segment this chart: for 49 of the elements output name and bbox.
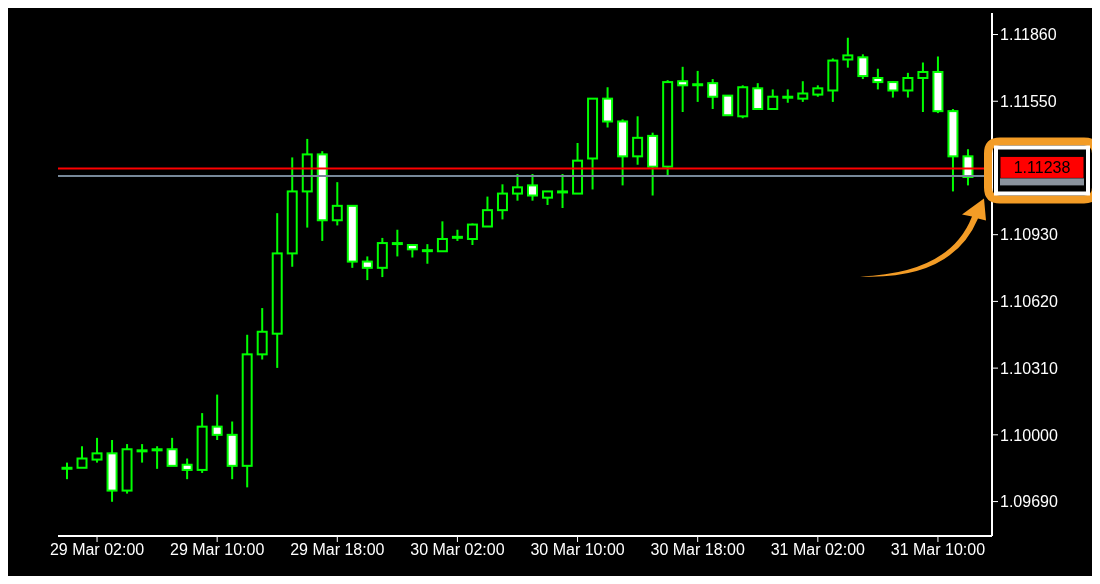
x-tick-label: 31 Mar 02:00 xyxy=(770,541,866,559)
candlestick xyxy=(166,436,178,467)
candlestick xyxy=(481,195,493,228)
x-tick-label: 30 Mar 18:00 xyxy=(650,541,745,559)
candlestick xyxy=(181,457,193,481)
y-tick-label: 1.11550 xyxy=(1000,92,1057,110)
y-tick-label: 1.10930 xyxy=(1000,226,1058,244)
candlestick xyxy=(361,255,373,282)
candlestick xyxy=(842,36,854,69)
y-tick-label: 1.09690 xyxy=(1000,493,1058,511)
x-tick-label: 30 Mar 02:00 xyxy=(410,541,505,559)
candlestick xyxy=(256,307,268,361)
x-tick-label: 29 Mar 10:00 xyxy=(170,541,265,559)
x-tick-label: 29 Mar 02:00 xyxy=(49,541,145,559)
candlestick xyxy=(436,220,448,253)
y-tick-label: 1.11860 xyxy=(1000,26,1057,44)
candlestick xyxy=(331,181,343,227)
candlestick xyxy=(752,82,764,110)
y-tick-label: 1.10310 xyxy=(1000,359,1058,377)
candlestick xyxy=(677,65,689,113)
candlestick xyxy=(496,183,508,221)
candlestick xyxy=(136,443,148,464)
candlestick xyxy=(391,228,403,258)
candlestick xyxy=(692,69,704,103)
candlestick xyxy=(511,172,523,202)
candlestick xyxy=(602,86,614,129)
candlestick xyxy=(722,94,734,117)
candlestick xyxy=(211,393,223,442)
candlestick xyxy=(76,445,88,469)
candlestick xyxy=(557,172,569,209)
candlestick xyxy=(872,67,884,91)
candlestick xyxy=(151,445,163,470)
x-tick-label: 31 Mar 10:00 xyxy=(890,541,986,559)
candlestick xyxy=(857,53,869,81)
candlestick xyxy=(797,80,809,103)
candlestick xyxy=(466,222,478,247)
x-tick-label: 29 Mar 18:00 xyxy=(290,541,385,559)
candlestick xyxy=(632,115,644,166)
candlestick xyxy=(917,61,929,113)
candlestick xyxy=(767,88,779,110)
x-tick-label: 30 Mar 10:00 xyxy=(530,541,625,559)
candlestick xyxy=(91,436,103,464)
ref-line-label: 1.11238 xyxy=(1013,159,1071,177)
candlestick xyxy=(527,172,538,202)
y-tick-label: 1.10000 xyxy=(1000,426,1058,444)
candlestick xyxy=(707,78,719,110)
y-tick-label: 1.10620 xyxy=(1000,293,1058,311)
candlestick xyxy=(421,243,433,265)
candlestick xyxy=(902,71,914,99)
